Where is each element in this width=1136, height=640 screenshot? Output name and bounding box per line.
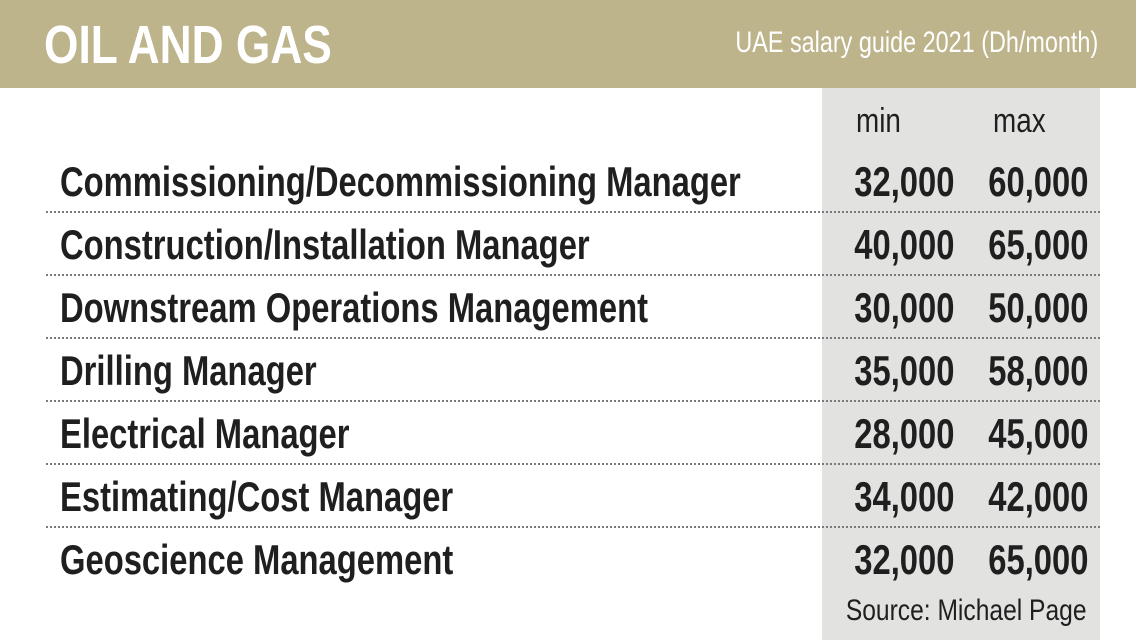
row-max-value: 42,000 bbox=[987, 473, 1088, 520]
table-row: Estimating/Cost Manager 34,000 42,000 bbox=[46, 465, 1100, 528]
header-band: OIL AND GAS UAE salary guide 2021 (Dh/mo… bbox=[0, 0, 1136, 88]
row-label: Construction/Installation Manager bbox=[60, 221, 590, 268]
row-min-value: 30,000 bbox=[853, 284, 954, 331]
table-row: Electrical Manager 28,000 45,000 bbox=[46, 402, 1100, 465]
row-min-value: 40,000 bbox=[853, 221, 954, 268]
chart-subtitle: UAE salary guide 2021 (Dh/month) bbox=[735, 26, 1098, 59]
table-row: Commissioning/Decommissioning Manager 32,… bbox=[46, 150, 1100, 213]
row-max-value: 65,000 bbox=[987, 536, 1088, 583]
column-header-min: min bbox=[856, 102, 901, 140]
column-header-max: max bbox=[993, 102, 1046, 140]
row-max-value: 60,000 bbox=[987, 158, 1088, 205]
table-row: Drilling Manager 35,000 58,000 bbox=[46, 339, 1100, 402]
row-max-value: 45,000 bbox=[987, 410, 1088, 457]
row-min-value: 32,000 bbox=[853, 536, 954, 583]
row-label: Commissioning/Decommissioning Manager bbox=[60, 158, 741, 205]
row-max-value: 58,000 bbox=[987, 347, 1088, 394]
row-label: Downstream Operations Management bbox=[60, 284, 648, 331]
row-min-value: 32,000 bbox=[853, 158, 954, 205]
row-label: Geoscience Management bbox=[60, 536, 454, 583]
table-row: Construction/Installation Manager 40,000 6… bbox=[46, 213, 1100, 276]
row-label: Estimating/Cost Manager bbox=[60, 473, 454, 520]
row-min-value: 28,000 bbox=[853, 410, 954, 457]
source-note: Source: Michael Page bbox=[845, 594, 1086, 627]
table-row: Downstream Operations Management 30,000 50… bbox=[46, 276, 1100, 339]
row-min-value: 35,000 bbox=[853, 347, 954, 394]
row-label: Drilling Manager bbox=[60, 347, 317, 394]
row-label: Electrical Manager bbox=[60, 410, 350, 457]
numbers-column-panel bbox=[822, 88, 1100, 640]
row-min-value: 34,000 bbox=[853, 473, 954, 520]
row-max-value: 50,000 bbox=[987, 284, 1088, 331]
row-max-value: 65,000 bbox=[987, 221, 1088, 268]
table-row: Geoscience Management 32,000 65,000 bbox=[46, 528, 1100, 591]
chart-title: OIL AND GAS bbox=[44, 15, 332, 75]
